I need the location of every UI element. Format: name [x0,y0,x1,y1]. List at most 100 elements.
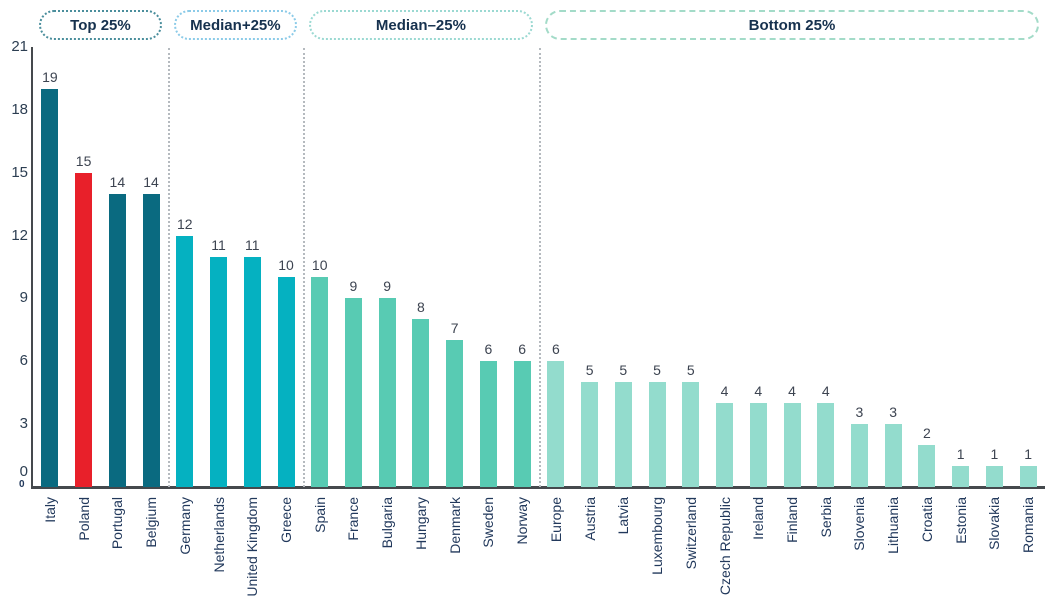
bar-value-label: 2 [923,425,931,442]
bar-value-label: 4 [788,383,796,400]
bar-value-label: 5 [653,362,661,379]
bar [75,172,93,487]
bar [918,445,936,487]
bar [243,256,261,487]
quartile-pill: Median+25% [173,10,297,40]
bar-value-label: 11 [244,236,260,253]
bar-value-label: 4 [754,383,763,400]
quartile-pill-label: Bottom 25% [748,16,836,34]
bar [108,193,126,487]
category-label-text: Serbia [817,497,834,538]
x-axis-line [31,486,1045,489]
category-label-text: France [345,497,362,541]
group-divider [302,48,305,487]
quartile-pill-label: Top 25% [70,16,131,34]
bar-value-label: 3 [855,404,864,421]
y-axis-tick-label: 6 [19,352,28,370]
bar-value-label: 9 [383,278,392,295]
bar [479,361,497,487]
bar-value-label: 1 [1024,446,1033,463]
bar-value-label: 10 [311,257,328,274]
bar-value-label: 6 [551,341,560,358]
bar-value-label: 10 [278,257,294,274]
bar [817,403,835,487]
bar [581,382,599,487]
bar [311,277,329,487]
y-axis-tick-label: 9 [19,289,28,307]
category-label-text: Portugal [109,497,126,550]
category-label-text: Poland [75,497,92,541]
category-label-text: United Kingdom [244,497,261,597]
bar [614,382,632,487]
category-label-text: Germany [176,497,193,555]
category-label-text: Greece [278,497,294,543]
category-label-text: Slovenia [851,497,868,551]
bar-value-label: 5 [585,362,594,379]
quartile-pill-label: Median–25% [375,16,466,34]
y-axis-tick-label: 3 [19,415,28,433]
y-axis-tick-label: 21 [11,38,28,55]
bar-value-label: 4 [720,383,729,400]
bar-value-label: 5 [619,362,628,379]
bar-value-label: 6 [484,341,493,358]
bar-value-label: 14 [109,173,126,190]
bar-value-label: 11 [211,236,226,253]
category-label-text: Ireland [750,497,767,540]
category-label-text: Finland [784,497,800,543]
bar-value-label: 4 [821,383,830,400]
category-label-text: Slovakia [986,497,1003,550]
category-label-text: Denmark [446,497,463,554]
bar [513,361,531,487]
category-label-text: Lithuania [885,497,902,554]
bar [682,382,700,487]
bar-value-label: 7 [450,320,459,337]
category-label-text: Switzerland [682,497,699,570]
bar [210,256,228,487]
bar-value-label: 1 [990,446,999,463]
quartile-pill: Bottom 25% [545,10,1039,40]
origin-zero-label: 0 [19,479,25,490]
category-label-text: Romania [1020,497,1037,554]
group-divider [539,48,541,487]
bar-value-label: 3 [889,404,898,421]
y-axis-tick-label: 15 [11,163,28,181]
category-label-text: Norway [514,497,531,545]
category-label-text: Netherlands [210,497,227,573]
category-label-text: Czech Republic [716,497,733,596]
bar [783,403,801,487]
group-divider [167,48,170,487]
category-label-text: Latvia [615,497,632,535]
bar-value-label: 9 [349,278,358,295]
quartile-pill: Median–25% [308,10,533,40]
bar [142,193,160,487]
bar [1019,466,1037,487]
bar [952,466,970,487]
category-label-text: Austria [581,497,598,541]
category-label-text: Hungary [412,497,429,550]
bar [277,277,295,487]
bar-value-label: 6 [518,341,527,358]
y-axis-tick-label: 0 [19,463,28,480]
bar-value-label: 12 [177,215,193,232]
category-label-text: Bulgaria [379,497,396,549]
category-label-text: Belgium [143,497,160,548]
category-label-text: Luxembourg [649,497,666,575]
bar-value-label: 8 [417,299,425,316]
bar [378,298,396,487]
y-axis-tick-label: 12 [11,226,28,244]
category-label-text: Italy [41,497,58,523]
category-label-text: Europe [547,497,564,543]
category-label-text: Estonia [952,497,969,544]
bar [749,403,767,487]
y-axis-tick-label: 18 [11,100,28,118]
bar [547,361,565,487]
bar-value-label: 14 [143,173,159,190]
bar [850,424,868,487]
bar [648,382,666,487]
category-label-text: Croatia [918,497,935,543]
bar [985,466,1003,487]
bar [344,298,362,487]
category-label-text: Sweden [480,497,497,548]
bar [176,235,194,487]
